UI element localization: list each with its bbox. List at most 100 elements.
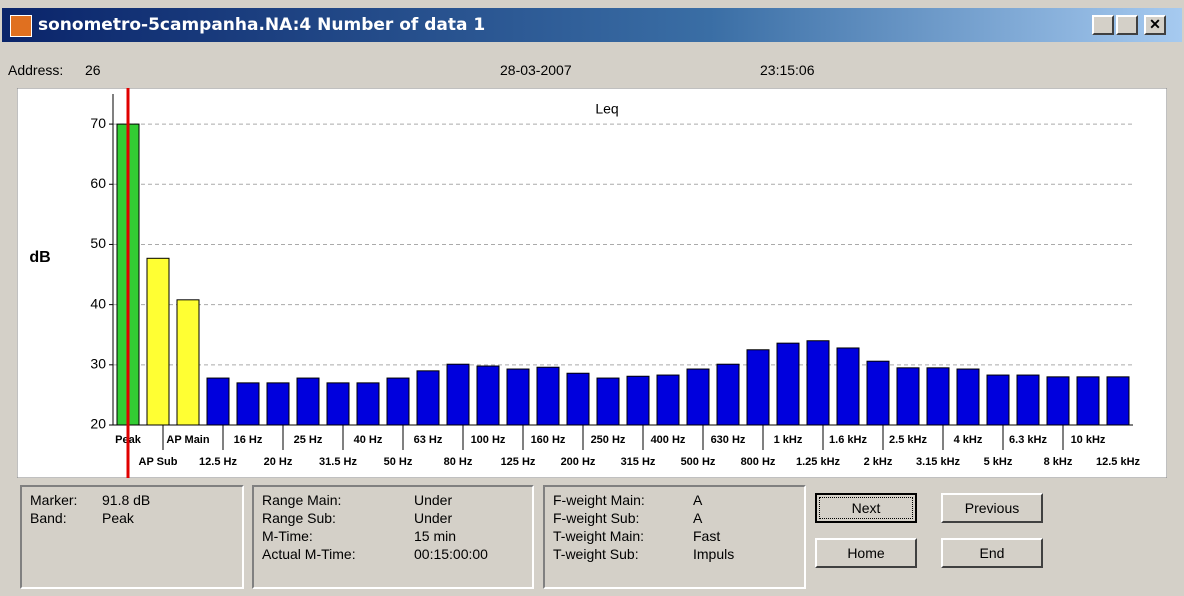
x-tick-label: 63 Hz [414, 434, 443, 446]
bar [836, 347, 860, 426]
info-row: F-weight Main: A [553, 491, 796, 509]
info-value: A [693, 492, 703, 508]
y-tick-label: 50 [90, 235, 106, 251]
x-tick-label: 125 Hz [501, 456, 536, 468]
x-tick-label: 1.6 kHz [829, 434, 867, 446]
x-tick-label: 400 Hz [651, 434, 686, 446]
bar [1046, 376, 1070, 426]
info-value: 15 min [414, 528, 457, 544]
bar [1076, 376, 1100, 426]
info-key: T-weight Main: [553, 528, 645, 544]
x-tick-label: 80 Hz [444, 456, 473, 468]
y-tick-label: 70 [90, 115, 106, 131]
info-value: 00:15:00:00 [414, 546, 488, 562]
info-panel: Range Main: Under Range Sub: Under M-Time: 15… [252, 485, 534, 589]
x-tick-label: 6.3 kHz [1009, 434, 1047, 446]
close-button[interactable]: ✕ [1144, 15, 1166, 35]
info-key: Actual M-Time: [262, 546, 356, 562]
bar [626, 375, 650, 426]
bar [566, 372, 590, 426]
info-panel: F-weight Main: A F-weight Sub: A T-weight Ma… [543, 485, 806, 589]
bar [236, 382, 260, 426]
bar [986, 374, 1010, 426]
bar [326, 382, 350, 426]
info-row: T-weight Sub: Impuls [553, 545, 796, 563]
x-tick-label: 800 Hz [741, 456, 776, 468]
info-key: F-weight Sub: [553, 510, 640, 526]
x-tick-label: 20 Hz [264, 456, 293, 468]
x-tick-label: 160 Hz [531, 434, 566, 446]
title-bar: sonometro-5campanha.NA:4 Number of data … [2, 8, 1182, 42]
bar [896, 367, 920, 426]
info-row: T-weight Main: Fast [553, 527, 796, 545]
x-tick-label: 40 Hz [354, 434, 383, 446]
address: 26 [85, 62, 101, 78]
y-tick-label: 60 [90, 175, 106, 191]
x-tick-label: 4 kHz [954, 434, 983, 446]
y-tick-label: 30 [90, 356, 106, 372]
bar [386, 377, 410, 426]
info-panel: Marker: 91.8 dB Band: Peak [20, 485, 244, 589]
info-key: Marker: [30, 492, 78, 508]
bar [206, 377, 230, 426]
bar [596, 377, 620, 426]
info-row: Range Main: Under [262, 491, 524, 509]
x-tick-label: 200 Hz [561, 456, 596, 468]
y-tick-label: 40 [90, 295, 106, 311]
info-key: F-weight Main: [553, 492, 645, 508]
info-value: Impuls [693, 546, 735, 562]
bar [686, 368, 710, 426]
x-tick-label: 100 Hz [471, 434, 506, 446]
x-tick-label: 315 Hz [621, 456, 656, 468]
info-key: T-weight Sub: [553, 546, 639, 562]
bar [1106, 376, 1130, 426]
bar [956, 368, 980, 426]
chart-title: Leq [595, 101, 618, 117]
maximize-button[interactable] [1116, 15, 1138, 35]
info-key: Band: [30, 510, 67, 526]
bar [656, 374, 680, 426]
info-row: Marker: 91.8 dB [30, 491, 234, 509]
address-label: Address: [8, 62, 64, 78]
button[interactable]: Previous [941, 493, 1043, 523]
info-key: Range Sub: [262, 510, 336, 526]
bar [746, 349, 770, 426]
x-tick-label: 8 kHz [1044, 456, 1073, 468]
x-tick-label: 12.5 kHz [1096, 456, 1141, 468]
bar [416, 370, 440, 426]
x-tick-label: AP Sub [139, 456, 178, 468]
x-tick-label: 50 Hz [384, 456, 413, 468]
app-icon [10, 15, 32, 37]
x-tick-label: 12.5 Hz [199, 456, 237, 468]
x-tick-label: 25 Hz [294, 434, 323, 446]
x-tick-label: 1.25 kHz [796, 456, 841, 468]
info-row: M-Time: 15 min [262, 527, 524, 545]
info-row: F-weight Sub: A [553, 509, 796, 527]
info-value: 91.8 dB [102, 492, 151, 508]
x-tick-label: 250 Hz [591, 434, 626, 446]
x-tick-label: 2 kHz [864, 456, 893, 468]
bar [1016, 374, 1040, 426]
info-value: Peak [102, 510, 134, 526]
info-value: Under [414, 510, 453, 526]
button[interactable]: End [941, 538, 1043, 568]
x-tick-label: 3.15 kHz [916, 456, 961, 468]
button[interactable]: Next [815, 493, 917, 523]
bar [446, 363, 470, 426]
bar [476, 365, 500, 426]
minimize-button[interactable] [1092, 15, 1114, 35]
x-tick-label: 630 Hz [711, 434, 746, 446]
info-value: A [693, 510, 703, 526]
x-tick-label: 2.5 kHz [889, 434, 927, 446]
date: 28-03-2007 [500, 62, 572, 78]
bar [146, 257, 170, 426]
button[interactable]: Home [815, 538, 917, 568]
time: 23:15:06 [760, 62, 815, 78]
y-tick-label: 20 [90, 416, 106, 432]
info-value: Fast [693, 528, 721, 544]
bar [266, 382, 290, 426]
x-tick-label: 16 Hz [234, 434, 263, 446]
x-tick-label: 5 kHz [984, 456, 1013, 468]
